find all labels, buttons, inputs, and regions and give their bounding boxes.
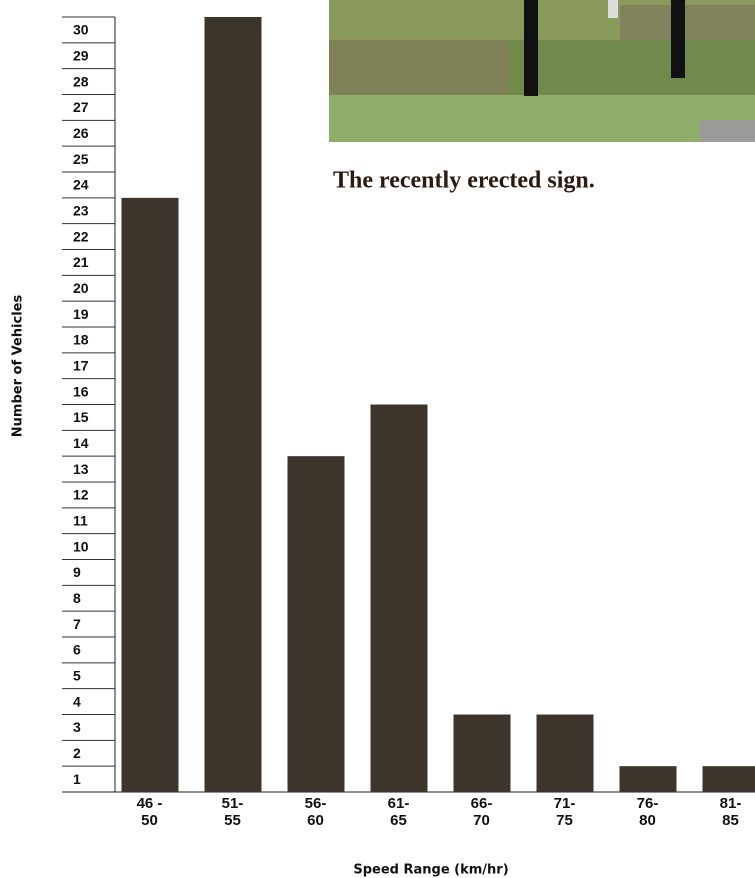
bar	[536, 714, 594, 792]
y-tick-label: 1	[73, 771, 81, 787]
bar	[453, 714, 511, 792]
y-tick-label: 26	[73, 125, 89, 141]
y-tick-label: 15	[73, 409, 89, 425]
x-tick-label: 56- 60	[304, 795, 327, 829]
x-tick-label: 51- 55	[221, 795, 244, 829]
bar	[204, 17, 262, 792]
y-tick-label: 17	[73, 357, 89, 373]
y-tick-label: 20	[73, 280, 89, 296]
y-tick-label: 19	[73, 306, 89, 322]
x-tick-label: 71- 75	[553, 795, 576, 829]
y-tick-label: 13	[73, 461, 89, 477]
x-tick-label: 76- 80	[636, 795, 659, 829]
y-tick-label: 21	[73, 254, 89, 270]
y-tick-label: 16	[73, 383, 89, 399]
y-tick-label: 27	[73, 99, 89, 115]
y-tick-label: 30	[73, 22, 89, 38]
x-axis-title: Speed Range (km/hr)	[353, 863, 508, 878]
y-axis-title: Number of Vehicles	[11, 295, 26, 438]
y-tick-label: 5	[73, 667, 81, 683]
y-tick-label: 8	[73, 590, 81, 606]
y-tick-label: 4	[73, 693, 81, 709]
y-tick-label: 25	[73, 151, 89, 167]
bar	[287, 456, 345, 792]
bar	[619, 766, 677, 792]
y-tick-label: 9	[73, 564, 81, 580]
y-tick-label: 18	[73, 332, 89, 348]
y-tick-label: 11	[73, 512, 88, 528]
y-tick-label: 28	[73, 73, 89, 89]
bar	[370, 404, 428, 792]
x-tick-label: 46 - 50	[136, 795, 163, 829]
y-tick-label: 2	[73, 745, 81, 761]
x-tick-label: 66- 70	[470, 795, 493, 829]
y-tick-label: 22	[73, 228, 89, 244]
x-tick-label: 61- 65	[387, 795, 410, 829]
bar	[702, 766, 755, 792]
y-tick-label: 7	[73, 616, 81, 632]
bar	[121, 197, 179, 793]
y-tick-label: 29	[73, 47, 89, 63]
y-tick-label: 24	[73, 177, 89, 193]
y-tick-label: 3	[73, 719, 81, 735]
caption: The recently erected sign.	[333, 168, 595, 194]
y-tick-label: 12	[73, 487, 89, 503]
photo	[329, 0, 755, 142]
y-tick-label: 6	[73, 642, 81, 658]
x-tick-label: 81- 85	[719, 795, 742, 829]
y-tick-label: 10	[73, 538, 89, 554]
y-tick-label: 14	[73, 435, 89, 451]
y-tick-label: 23	[73, 202, 89, 218]
